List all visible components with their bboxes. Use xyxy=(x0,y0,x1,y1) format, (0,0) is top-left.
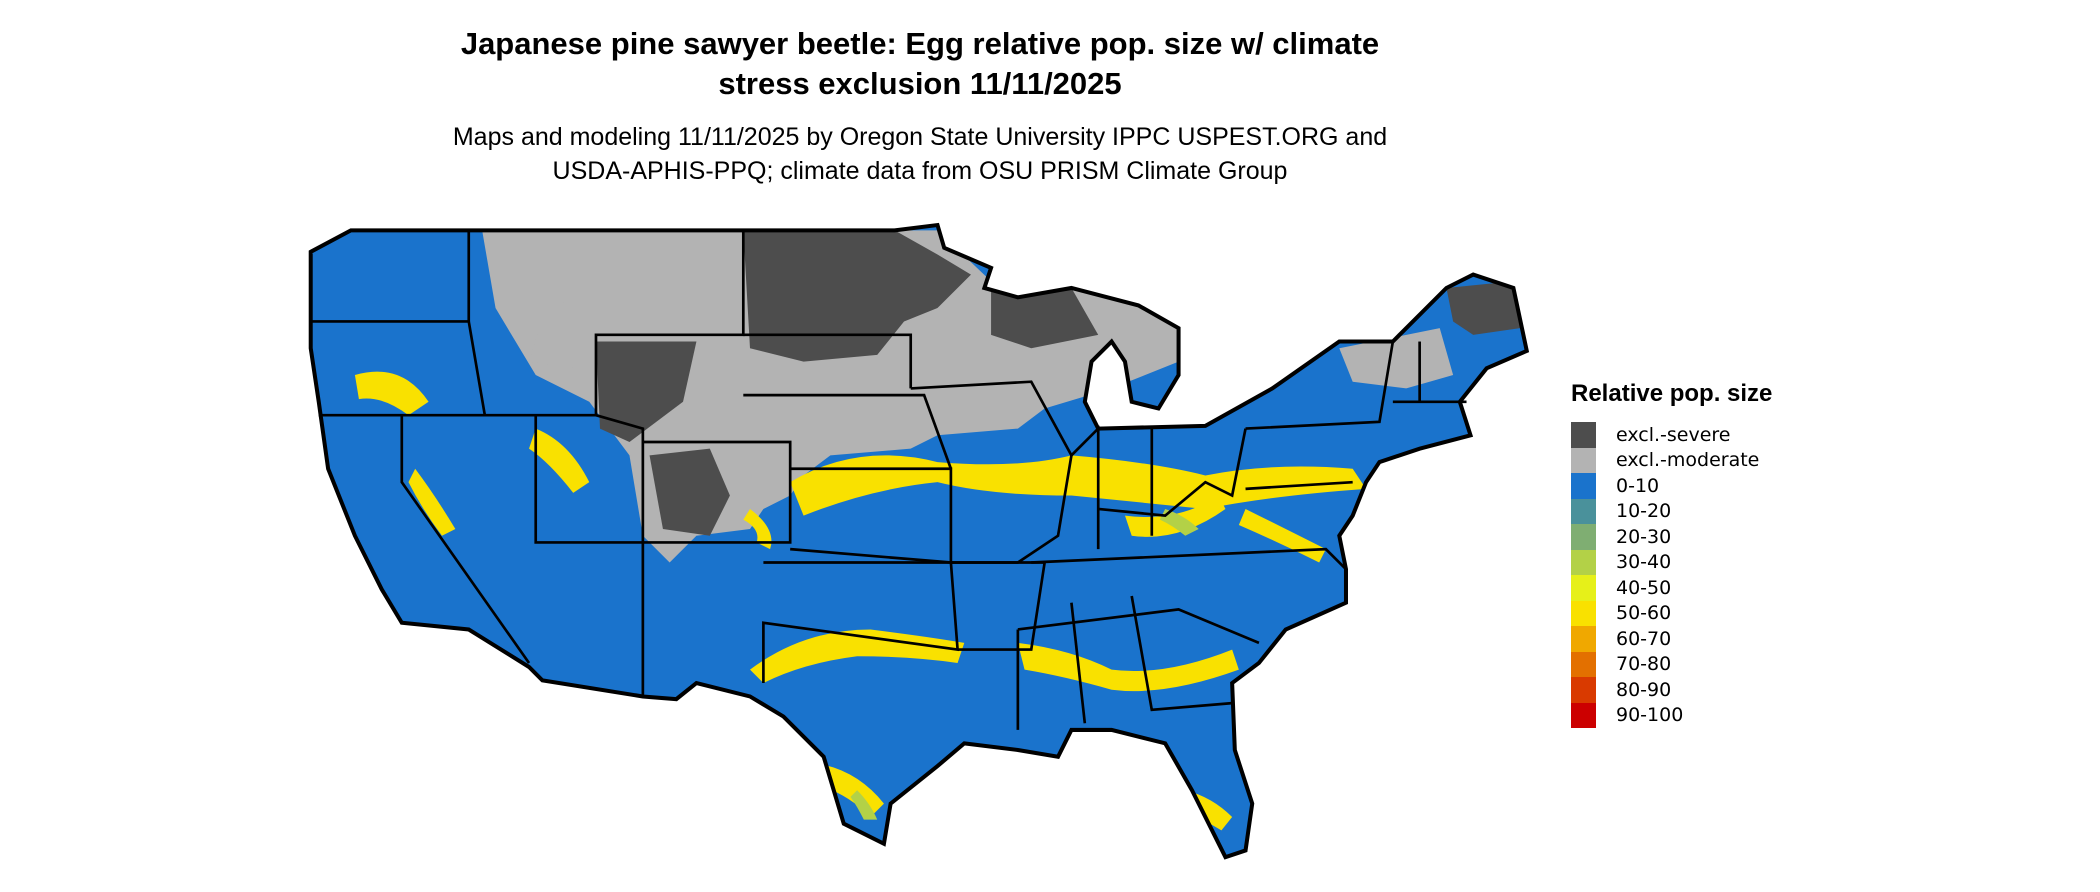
excl-severe-region xyxy=(595,341,697,442)
legend-swatch xyxy=(1571,447,1596,473)
map-title-line2: stress exclusion 11/11/2025 xyxy=(718,66,1122,101)
legend-item: 40-50 xyxy=(1571,575,1772,601)
legend-item: excl.-moderate xyxy=(1571,447,1772,473)
legend-label: 20-30 xyxy=(1616,525,1672,548)
legend-items: excl.-severe excl.-moderate 0-10 10-20 20-30… xyxy=(1571,422,1772,728)
legend-swatch xyxy=(1571,702,1596,728)
map-title: Japanese pine sawyer beetle: Egg relativ… xyxy=(0,24,1840,104)
excl-moderate-region xyxy=(529,294,596,369)
legend-label: excl.-moderate xyxy=(1616,449,1760,472)
legend-swatch xyxy=(1571,549,1596,575)
legend-item: 10-20 xyxy=(1571,498,1772,524)
legend-label: 30-40 xyxy=(1616,551,1672,574)
map-subtitle-line1: Maps and modeling 11/11/2025 by Oregon S… xyxy=(452,123,1388,151)
legend-label: 0-10 xyxy=(1616,474,1660,497)
legend-swatch xyxy=(1571,473,1596,499)
excl-severe-region xyxy=(649,448,730,536)
legend-swatch xyxy=(1571,575,1596,601)
map-title-line1: Japanese pine sawyer beetle: Egg relativ… xyxy=(460,26,1380,61)
legend-item: excl.-severe xyxy=(1571,422,1772,448)
legend-swatch xyxy=(1571,600,1596,626)
legend-item: 30-40 xyxy=(1571,549,1772,575)
legend-label: excl.-severe xyxy=(1616,423,1731,446)
legend-label: 50-60 xyxy=(1616,602,1672,625)
legend-item: 60-70 xyxy=(1571,626,1772,652)
legend-swatch xyxy=(1571,651,1596,677)
legend-item: 50-60 xyxy=(1571,600,1772,626)
legend-label: 70-80 xyxy=(1616,653,1672,676)
legend-label: 60-70 xyxy=(1616,627,1672,650)
legend-label: 10-20 xyxy=(1616,500,1672,523)
map-subtitle-line2: USDA-APHIS-PPQ; climate data from OSU PR… xyxy=(552,157,1288,185)
legend-label: 90-100 xyxy=(1616,704,1684,727)
legend-swatch xyxy=(1571,524,1596,550)
state-borders xyxy=(311,225,1527,857)
legend-swatch xyxy=(1571,626,1596,652)
legend-swatch xyxy=(1571,422,1596,448)
legend-swatch xyxy=(1571,498,1596,524)
excl-severe-region xyxy=(1446,281,1521,335)
legend-item: 20-30 xyxy=(1571,524,1772,550)
legend-item: 0-10 xyxy=(1571,473,1772,499)
legend-swatch xyxy=(1571,677,1596,703)
map-subtitle: Maps and modeling 11/11/2025 by Oregon S… xyxy=(0,120,1840,188)
excl-severe-region xyxy=(743,230,971,362)
legend-label: 80-90 xyxy=(1616,678,1672,701)
legend-item: 70-80 xyxy=(1571,651,1772,677)
excl-severe-region xyxy=(991,287,1099,349)
legend-label: 40-50 xyxy=(1616,576,1672,599)
range-30-40 xyxy=(850,508,1199,820)
legend-title: Relative pop. size xyxy=(1571,380,1773,407)
legend-item: 90-100 xyxy=(1571,702,1772,728)
legend: Relative pop. size excl.-severe excl.-mod… xyxy=(1571,380,1772,728)
legend-item: 80-90 xyxy=(1571,677,1772,703)
